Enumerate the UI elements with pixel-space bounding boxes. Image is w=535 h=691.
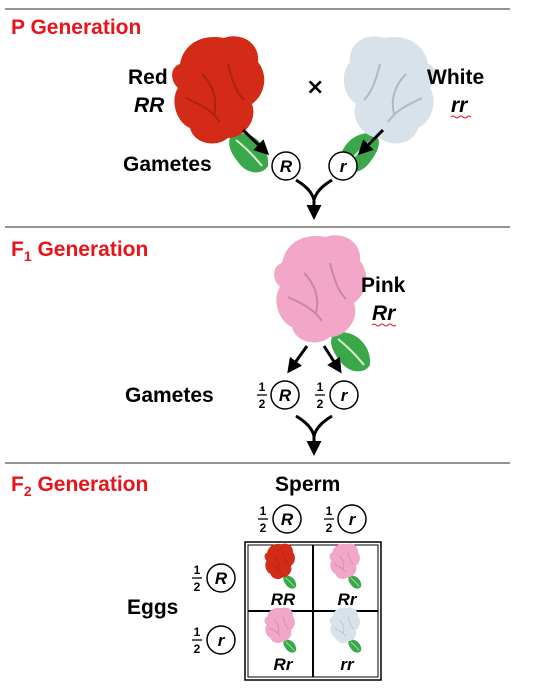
cell-3-genotype: rr bbox=[340, 655, 355, 674]
f1-gametes-label: Gametes bbox=[125, 384, 214, 407]
f1-generation-title: F1 Generation bbox=[11, 238, 148, 264]
punnett-square: RR Rr Rr rr bbox=[244, 541, 382, 681]
f1-right-frac-num: 1 bbox=[317, 380, 324, 394]
cross-symbol: × bbox=[306, 75, 324, 100]
spellcheck-underline bbox=[450, 115, 472, 119]
p-gamete-right: r bbox=[340, 157, 348, 176]
f1-gamete-left: R bbox=[279, 386, 292, 405]
arrow-f1-right bbox=[322, 345, 342, 374]
egg-1-frac-den: 2 bbox=[194, 642, 201, 656]
merge-arrow-p bbox=[295, 178, 333, 217]
sperm-1-allele: r bbox=[349, 510, 357, 529]
f1-genotype: Rr bbox=[372, 302, 397, 325]
f1-gamete-circle-R bbox=[270, 380, 300, 410]
f1-right-frac-den: 2 bbox=[317, 397, 324, 411]
arrow-right-parent bbox=[357, 128, 385, 156]
cell-2-genotype: Rr bbox=[274, 655, 294, 674]
red-flower-icon bbox=[171, 35, 270, 174]
p-gametes-label: Gametes bbox=[123, 153, 212, 176]
sperm-label: Sperm bbox=[275, 473, 340, 496]
egg-circle-R bbox=[206, 563, 236, 593]
left-parent-genotype: RR bbox=[134, 94, 165, 117]
white-flower-icon bbox=[338, 35, 437, 174]
f1-left-frac-den: 2 bbox=[259, 397, 266, 411]
egg-circle-r bbox=[206, 625, 236, 655]
arrow-left-parent bbox=[241, 128, 270, 156]
cell-1-genotype: Rr bbox=[338, 590, 358, 609]
gamete-circle-r bbox=[328, 151, 358, 181]
f1-left-frac-num: 1 bbox=[259, 380, 266, 394]
f2-generation-title: F2 Generation bbox=[11, 473, 148, 499]
pink-flower-icon bbox=[273, 234, 372, 373]
egg-0-frac-den: 2 bbox=[194, 580, 201, 594]
sperm-0-frac-den: 2 bbox=[260, 521, 267, 535]
right-parent-phenotype: White bbox=[427, 66, 484, 89]
egg-0-allele: R bbox=[215, 569, 228, 588]
right-parent-genotype: rr bbox=[451, 94, 469, 117]
f1-phenotype: Pink bbox=[361, 274, 406, 297]
p-generation-title: P Generation bbox=[11, 16, 141, 39]
p-gamete-left: R bbox=[280, 157, 293, 176]
eggs-label: Eggs bbox=[127, 596, 178, 619]
cell-0-genotype: RR bbox=[271, 590, 296, 609]
egg-1-frac-num: 1 bbox=[194, 625, 201, 639]
arrow-f1-left bbox=[287, 345, 309, 374]
f1-gamete-right: r bbox=[341, 386, 349, 405]
gamete-circle-R bbox=[271, 151, 301, 181]
sperm-1-frac-den: 2 bbox=[326, 521, 333, 535]
sperm-0-allele: R bbox=[281, 510, 294, 529]
merge-arrow-f1 bbox=[295, 414, 333, 453]
spellcheck-underline-f1 bbox=[371, 323, 397, 327]
egg-1-allele: r bbox=[218, 631, 226, 650]
left-parent-phenotype: Red bbox=[128, 66, 168, 89]
sperm-circle-R bbox=[272, 504, 302, 534]
egg-0-frac-num: 1 bbox=[194, 563, 201, 577]
sperm-circle-r bbox=[337, 504, 367, 534]
f1-gamete-circle-r bbox=[329, 380, 359, 410]
sperm-0-frac-num: 1 bbox=[260, 504, 267, 518]
sperm-1-frac-num: 1 bbox=[326, 504, 333, 518]
